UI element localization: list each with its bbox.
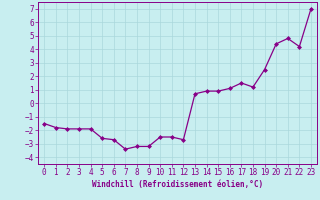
X-axis label: Windchill (Refroidissement éolien,°C): Windchill (Refroidissement éolien,°C) bbox=[92, 180, 263, 189]
